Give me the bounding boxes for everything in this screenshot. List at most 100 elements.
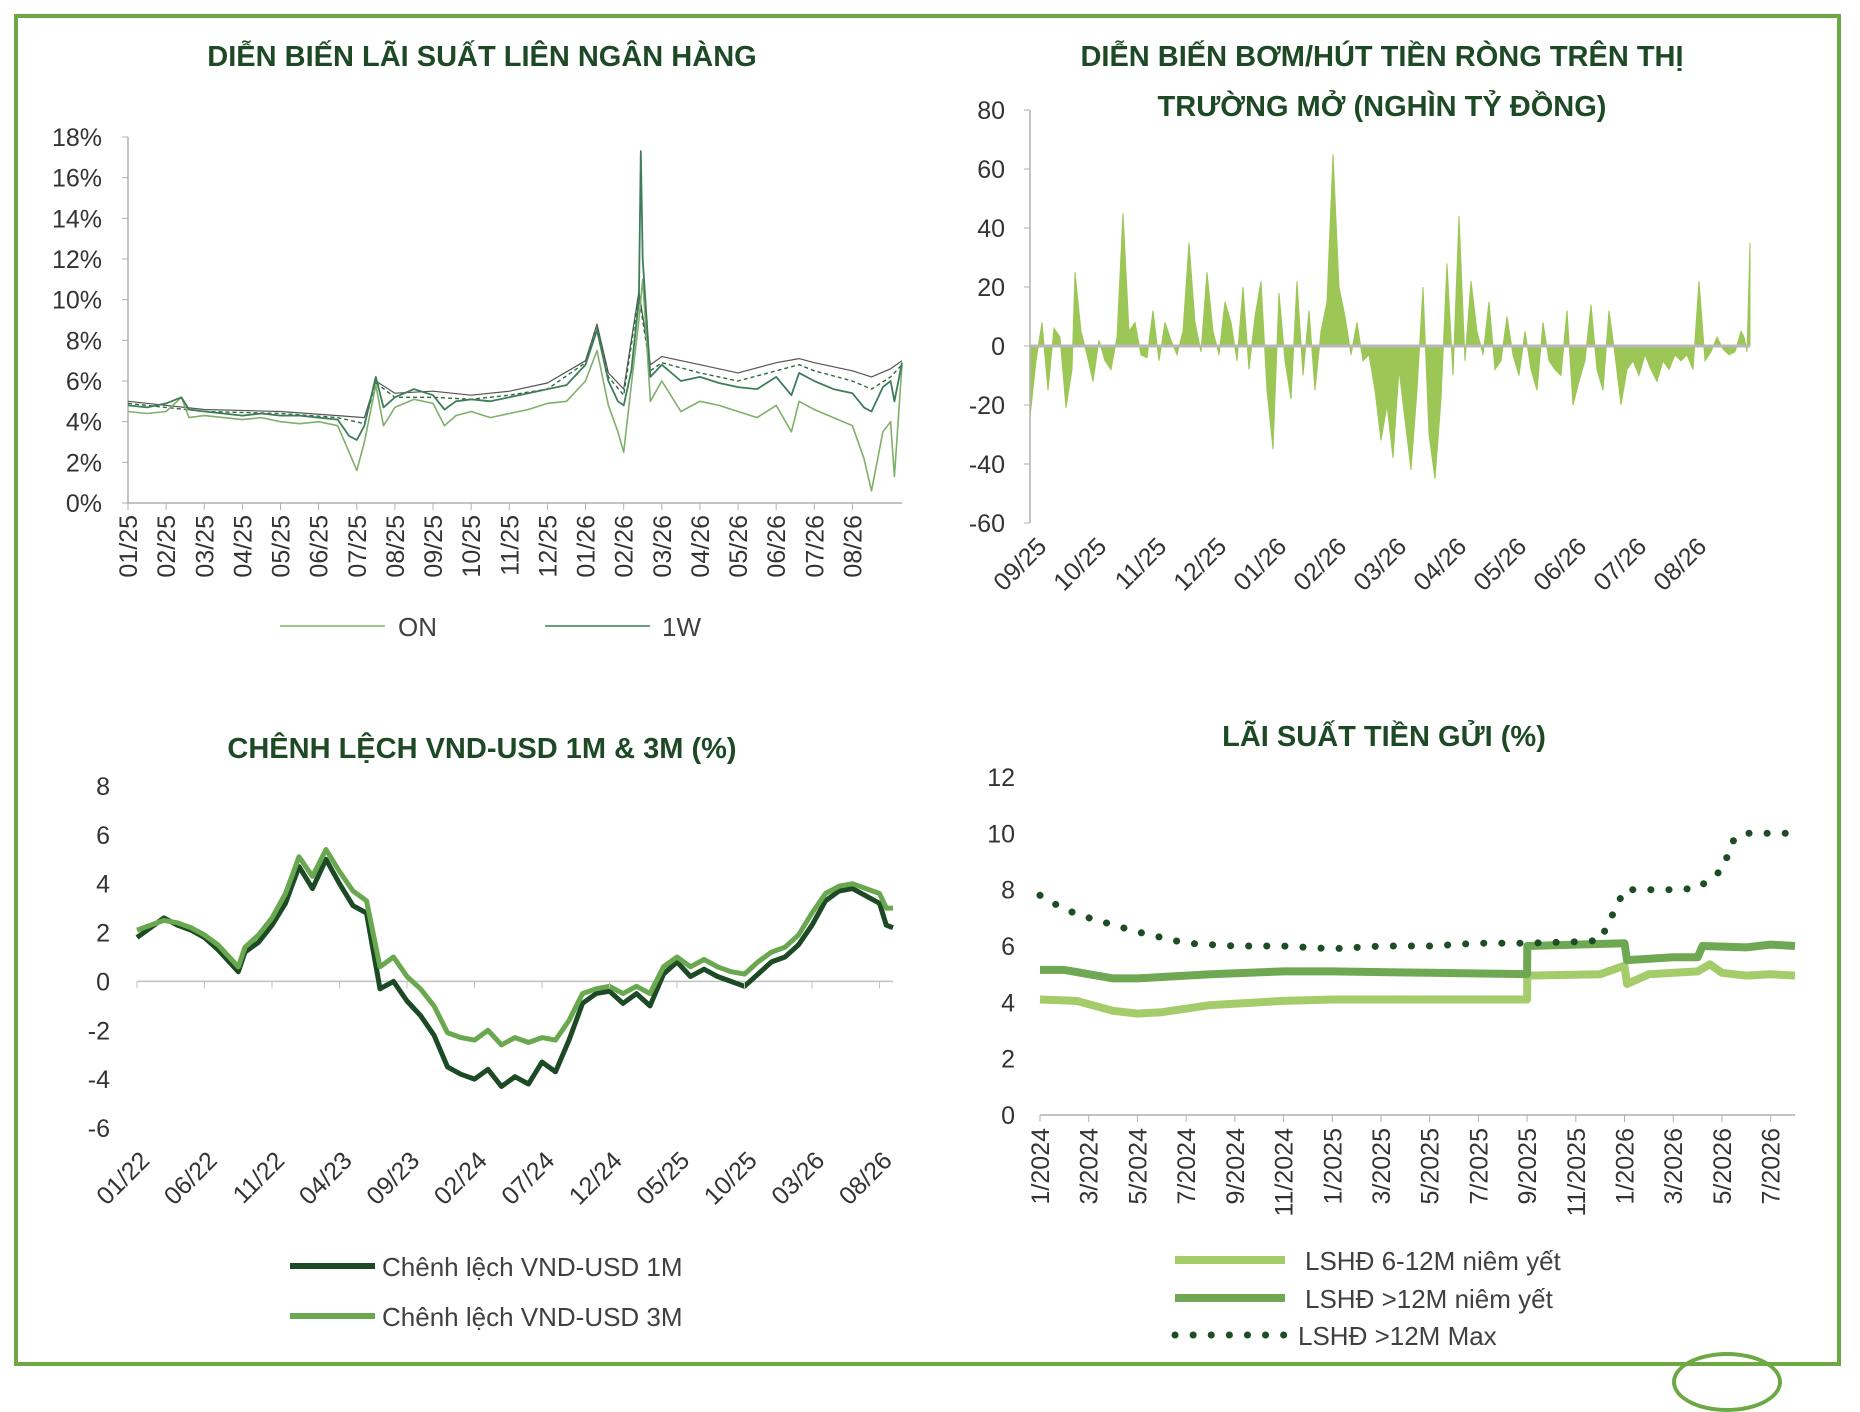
x-tick-label: 9/2024 <box>1222 1128 1250 1205</box>
y-tick-label: 4 <box>1001 989 1015 1017</box>
y-tick-label: -20 <box>969 392 1005 420</box>
x-tick-label: 5/2026 <box>1709 1128 1737 1204</box>
x-tick-label: 03/26 <box>1348 532 1412 596</box>
y-tick-label: 0 <box>991 333 1005 361</box>
x-tick-label: 3/2026 <box>1660 1128 1688 1204</box>
x-tick-label: 3/2025 <box>1368 1128 1396 1204</box>
series-line-3m <box>136 847 893 1048</box>
x-tick-label: 05/26 <box>1468 532 1532 596</box>
spread-chart: CHÊNH LỆCH VND-USD 1M & 3M (%) 01/22 06/2… <box>88 731 898 1332</box>
series-line-unlabeled <box>127 290 903 419</box>
chart-title: CHÊNH LỆCH VND-USD 1M & 3M (%) <box>227 731 736 765</box>
y-tick-label: 10% <box>52 287 102 315</box>
x-tick-label: 01/22 <box>91 1146 155 1210</box>
y-tick-label: 80 <box>977 97 1005 125</box>
legend-label: LSHĐ >12M Max <box>1298 1321 1497 1351</box>
chart-title-line-1: DIỄN BIẾN BƠM/HÚT TIỀN RÒNG TRÊN THỊ <box>1080 39 1683 73</box>
series-line-unlabeled-dashed <box>127 294 903 425</box>
y-tick-label: 0 <box>96 968 110 996</box>
y-tick-label: 2% <box>66 449 102 477</box>
y-tick-label: 0% <box>66 490 102 518</box>
x-tick-label: 08/25 <box>382 515 410 578</box>
y-tick-label: 0 <box>1001 1102 1015 1130</box>
x-tick-label: 7/2024 <box>1173 1128 1201 1205</box>
x-tick-label: 02/25 <box>153 515 181 578</box>
legend-label: LSHĐ >12M niêm yết <box>1305 1284 1554 1314</box>
x-tick-label: 11/2024 <box>1271 1128 1299 1217</box>
x-tick-label: 02/26 <box>611 515 639 578</box>
x-tick-label: 12/25 <box>1168 532 1232 596</box>
x-tick-label: 11/25 <box>1110 532 1173 595</box>
chart-title: DIỄN BIẾN LÃI SUẤT LIÊN NGÂN HÀNG <box>207 39 756 73</box>
x-tick-label: 06/26 <box>1528 532 1592 596</box>
x-tick-label: 03/25 <box>191 515 219 578</box>
x-tick-label: 06/22 <box>159 1146 223 1210</box>
y-tick-label: 8 <box>96 773 110 801</box>
legend-label: Chênh lệch VND-USD 1M <box>382 1252 683 1282</box>
y-tick-label: 6 <box>96 822 110 850</box>
x-tick-label: 07/25 <box>344 515 372 578</box>
series-line-12m <box>1040 939 1796 983</box>
y-tick-label: 14% <box>52 205 102 233</box>
x-tick-label: 12/25 <box>534 515 562 578</box>
interbank-chart: DIỄN BIẾN LÃI SUẤT LIÊN NGÂN HÀNG 01/25 0… <box>52 39 903 642</box>
x-tick-label: 08/26 <box>834 1146 898 1210</box>
y-tick-label: 12% <box>52 246 102 274</box>
y-tick-label: 12 <box>987 764 1015 792</box>
x-tick-label: 04/26 <box>1408 532 1472 596</box>
y-tick-label: 2 <box>96 920 110 948</box>
x-tick-label: 04/23 <box>294 1146 358 1210</box>
x-tick-label: 11/22 <box>228 1146 291 1209</box>
chart-title-line-2: TRƯỜNG MỞ (NGHÌN TỶ ĐỒNG) <box>1158 89 1607 123</box>
x-tick-label: 03/26 <box>766 1146 830 1210</box>
x-tick-label: 09/25 <box>420 515 448 578</box>
x-tick-label: 08/26 <box>1648 532 1712 596</box>
x-tick-label: 1/2025 <box>1319 1128 1347 1204</box>
x-tick-label: 7/2025 <box>1465 1128 1493 1204</box>
x-tick-label: 7/2026 <box>1758 1128 1786 1204</box>
x-tick-label: 3/2024 <box>1076 1128 1104 1205</box>
charts-canvas: DIỄN BIẾN LÃI SUẤT LIÊN NGÂN HÀNG 01/25 0… <box>52 39 1799 1351</box>
x-tick-label: 5/2024 <box>1124 1128 1152 1205</box>
x-tick-label: 02/26 <box>1288 532 1352 596</box>
omo-area <box>1029 154 1751 479</box>
legend: ON 1W <box>280 612 701 642</box>
y-tick-label: 10 <box>987 820 1015 848</box>
x-tick-label: 09/23 <box>361 1146 425 1210</box>
x-tick-label: 12/24 <box>564 1146 628 1210</box>
y-tick-label: 4% <box>66 409 102 437</box>
y-tick-label: 60 <box>977 156 1005 184</box>
y-tick-label: 6% <box>66 368 102 396</box>
y-tick-label: 6 <box>1001 933 1015 961</box>
omo-chart: DIỄN BIẾN BƠM/HÚT TIỀN RÒNG TRÊN THỊ TRƯ… <box>969 39 1751 596</box>
x-tick-label: 05/25 <box>268 515 296 578</box>
x-tick-label: 10/25 <box>1048 532 1112 596</box>
legend: Chênh lệch VND-USD 1M Chênh lệch VND-USD… <box>290 1252 683 1332</box>
y-tick-label: 2 <box>1001 1046 1015 1074</box>
x-tick-label: 07/26 <box>1588 532 1652 596</box>
y-tick-label: -2 <box>88 1017 110 1045</box>
x-tick-label: 5/2025 <box>1417 1128 1445 1204</box>
x-tick-label: 1/2026 <box>1612 1128 1640 1204</box>
y-tick-label: 16% <box>52 165 102 193</box>
x-tick-label: 11/2025 <box>1563 1128 1591 1217</box>
x-tick-label: 08/26 <box>839 515 867 578</box>
x-tick-label: 07/26 <box>801 515 829 578</box>
legend-label: ON <box>398 612 437 642</box>
legend: LSHĐ 6-12M niêm yết LSHĐ >12M niêm yết L… <box>1171 1246 1562 1351</box>
y-tick-label: 4 <box>96 871 110 899</box>
series-line-on <box>127 278 903 492</box>
series-line-12m-max <box>1036 829 1799 953</box>
report-frame <box>14 14 1841 1366</box>
y-tick-label: 8% <box>66 327 102 355</box>
x-tick-label: 10/25 <box>699 1146 763 1210</box>
x-tick-label: 04/26 <box>687 515 715 578</box>
x-tick-label: 10/25 <box>458 515 486 578</box>
chart-title: LÃI SUẤT TIỀN GỬI (%) <box>1222 719 1546 753</box>
legend-label: Chênh lệch VND-USD 3M <box>382 1302 683 1332</box>
legend-label: 1W <box>662 612 701 642</box>
y-tick-label: -40 <box>969 451 1005 479</box>
y-tick-label: 8 <box>1001 877 1015 905</box>
x-tick-label: 1/2024 <box>1027 1128 1055 1205</box>
x-tick-label: 01/25 <box>115 515 143 578</box>
